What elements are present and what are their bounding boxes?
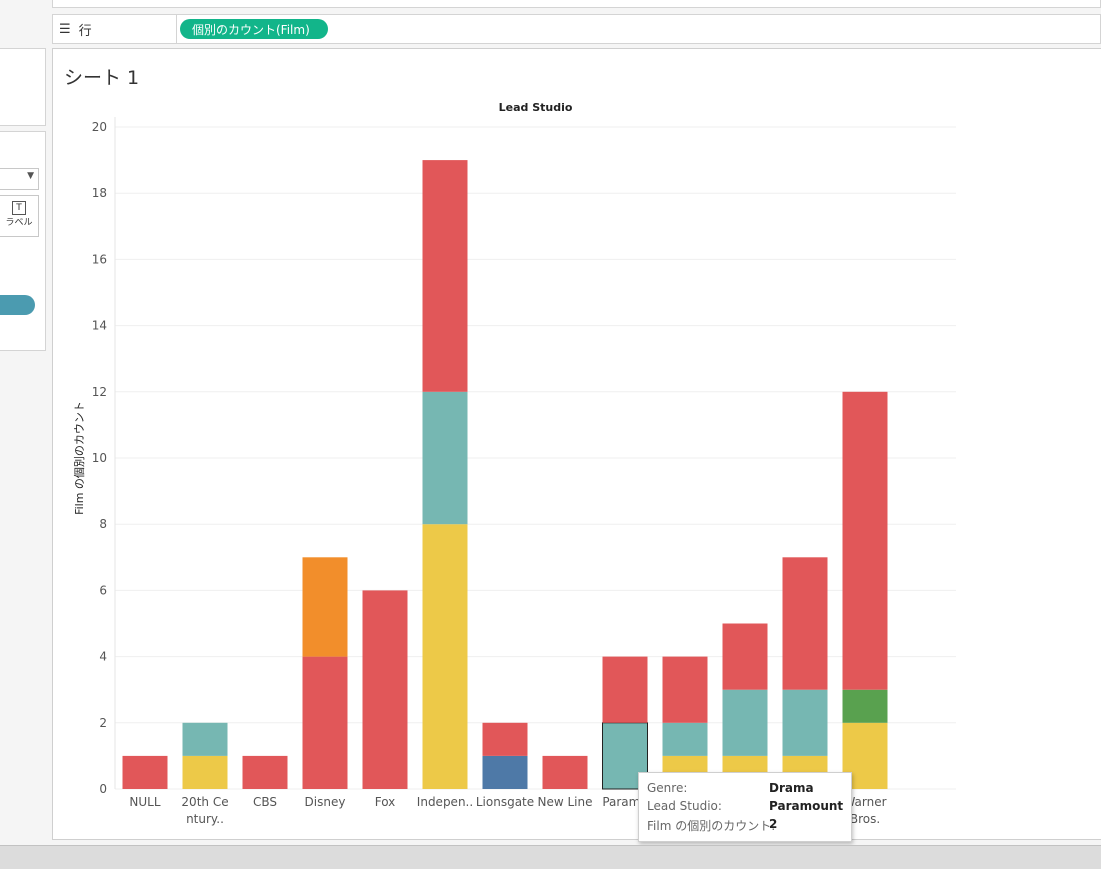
y-tick-label: 4 <box>99 650 107 664</box>
marks-card: ▼ T ラベル <box>0 131 46 351</box>
x-tick-label: Bros. <box>850 812 880 826</box>
tooltip-row-count: Film の個別のカウント: 2 <box>647 817 847 835</box>
sheet-title: シート 1 <box>64 67 140 89</box>
tooltip-value: Drama <box>769 781 814 795</box>
tooltip-row-studio: Lead Studio: Paramount <box>647 799 847 817</box>
chevron-down-icon: ▼ <box>27 171 34 181</box>
bar-segment <box>782 689 828 756</box>
text-icon: T <box>12 201 26 215</box>
bar-segment <box>422 160 468 392</box>
rows-pill[interactable]: 個別のカウント(Film) <box>180 19 328 39</box>
bar-segment <box>182 722 228 756</box>
bar-segment <box>482 722 528 756</box>
x-tick-label: Paramo <box>602 795 647 809</box>
x-tick-label: ntury.. <box>186 812 224 826</box>
tooltip-key: Genre: <box>647 781 688 795</box>
x-tick-label: NULL <box>129 795 160 809</box>
rows-shelf[interactable]: ☰ 行 個別のカウント(Film) <box>52 14 1101 44</box>
bar-segment <box>722 689 768 756</box>
bar-segment <box>422 391 468 525</box>
x-tick-label: Warner <box>843 795 886 809</box>
bar-segment <box>782 557 828 690</box>
marks-pill[interactable] <box>0 295 35 315</box>
x-tick-label: 20th Ce <box>181 795 228 809</box>
x-tick-label: Fox <box>375 795 396 809</box>
tooltip-value: Paramount <box>769 799 844 813</box>
x-tick-label: Lionsgate <box>476 795 534 809</box>
bar-segment <box>362 590 408 789</box>
tooltip-value: 2 <box>769 817 778 831</box>
bar-segment <box>182 755 228 789</box>
bar-segment <box>602 656 648 723</box>
columns-shelf[interactable] <box>52 0 1101 8</box>
worksheet: シート 1 Lead Studio 0 2 4 6 8 10 12 14 16 18 20 Film の… <box>52 48 1101 840</box>
x-tick-label: Disney <box>305 795 346 809</box>
bar-segment <box>542 755 588 789</box>
bar-segment <box>842 689 888 723</box>
mark-type-dropdown[interactable]: ▼ <box>0 168 39 190</box>
bar-segment <box>482 755 528 789</box>
y-tick-label: 14 <box>92 319 107 333</box>
bar-segment <box>122 755 168 789</box>
y-tick-label: 10 <box>92 451 107 465</box>
y-tick-label: 6 <box>99 583 107 597</box>
x-tick-label: CBS <box>253 795 277 809</box>
bar-segment <box>662 722 708 756</box>
stacked-bar-chart: Lead Studio 0 2 4 6 8 10 12 14 16 18 20 Film の個別のカウン… <box>73 101 956 826</box>
status-bar <box>0 845 1101 869</box>
y-tick-label: 0 <box>99 782 107 796</box>
bar-segment <box>722 623 768 690</box>
y-tick-label: 18 <box>92 186 107 200</box>
bar-segment <box>242 755 288 789</box>
column-header: Lead Studio <box>499 101 573 114</box>
y-tick-label: 20 <box>92 120 107 134</box>
x-tick-label: Indepen.. <box>417 795 473 809</box>
bar-segment <box>302 557 348 657</box>
y-axis-title: Film の個別のカウント <box>73 401 86 515</box>
rows-label: 行 <box>78 23 92 39</box>
y-tick-label: 16 <box>92 252 107 266</box>
y-tick-label: 8 <box>99 517 107 531</box>
label-button-text: ラベル <box>5 218 33 228</box>
bar-segment <box>842 391 888 690</box>
bar-segment <box>302 656 348 789</box>
rows-shelf-label: ☰ 行 <box>53 15 177 43</box>
list-icon: ☰ <box>59 21 71 37</box>
tooltip-key: Film の個別のカウント: <box>647 819 776 833</box>
x-tick-label: New Line <box>538 795 593 809</box>
y-tick-label: 2 <box>99 716 107 730</box>
tooltip: Genre: Drama Lead Studio: Paramount Film… <box>638 772 852 842</box>
bar-segment <box>662 656 708 723</box>
y-tick-label: 12 <box>92 385 107 399</box>
bar-segment <box>422 524 468 789</box>
tooltip-key: Lead Studio: <box>647 799 722 813</box>
label-button[interactable]: T ラベル <box>0 195 39 237</box>
tooltip-row-genre: Genre: Drama <box>647 781 847 799</box>
pages-card <box>0 48 46 126</box>
